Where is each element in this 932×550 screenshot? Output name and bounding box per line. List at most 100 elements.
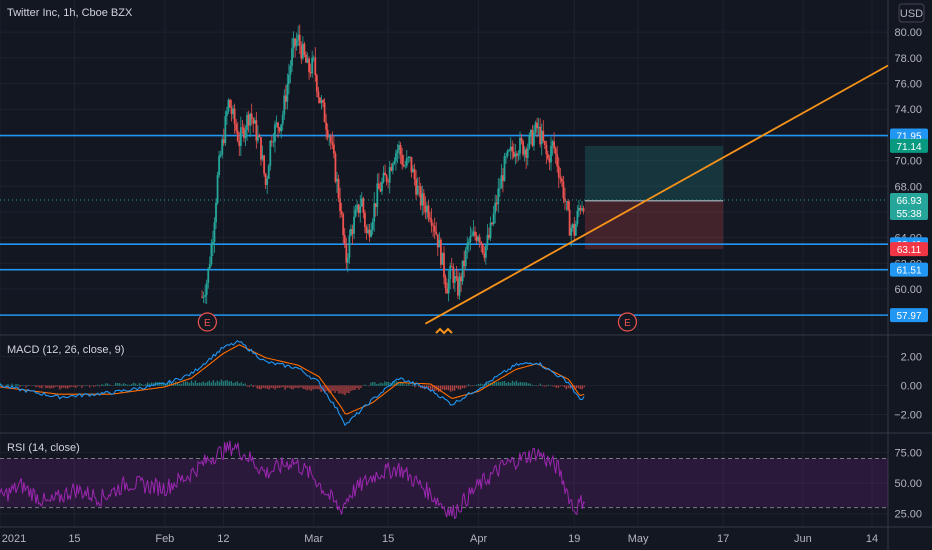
candle: [480, 240, 483, 253]
macd-line: [0, 340, 585, 427]
candle-body: [308, 58, 310, 73]
macd-histogram-bar: [260, 385, 262, 390]
candle: [533, 125, 535, 151]
candle: [542, 120, 545, 144]
candle-body: [280, 124, 283, 132]
candle: [238, 132, 241, 156]
candle: [236, 122, 239, 143]
candle-body: [471, 235, 473, 237]
candle-body: [412, 168, 414, 173]
macd-histogram-bar: [254, 385, 256, 387]
macd-histogram-bar: [218, 381, 221, 386]
macd-pane[interactable]: [0, 340, 585, 427]
candle: [212, 230, 214, 256]
macd-histogram-bar: [533, 385, 536, 386]
macd-histogram-bar: [266, 385, 268, 389]
macd-histogram-bar: [457, 385, 460, 390]
profit-zone[interactable]: [584, 145, 724, 201]
candle: [508, 148, 511, 152]
candle: [247, 110, 250, 133]
candle: [373, 192, 376, 232]
macd-histogram-bar: [150, 382, 153, 386]
long-position-tool[interactable]: [584, 145, 724, 250]
macd-histogram-bar: [262, 385, 264, 388]
macd-histogram-bar: [33, 385, 35, 386]
candle: [436, 234, 439, 256]
candle: [266, 175, 269, 195]
candle: [550, 136, 552, 171]
candle-body: [292, 38, 295, 49]
macd-histogram-bar: [447, 385, 450, 391]
rsi-line: [0, 440, 586, 520]
macd-histogram-bar: [465, 385, 468, 387]
earnings-marker[interactable]: E: [617, 312, 638, 332]
price-tick-label: 80.00: [894, 27, 922, 39]
candle: [404, 160, 407, 169]
candle-body: [270, 140, 273, 142]
candle-body: [413, 168, 416, 180]
candle: [219, 150, 222, 158]
candle-body: [539, 126, 542, 145]
macd-histogram-bar: [27, 384, 29, 386]
candle: [410, 156, 413, 178]
candle-body: [233, 108, 236, 124]
candle: [505, 152, 507, 164]
candle: [481, 243, 484, 255]
candle: [471, 228, 473, 237]
candle-body: [288, 74, 290, 85]
candle: [281, 110, 284, 131]
candle-body: [297, 34, 300, 41]
loss-zone[interactable]: [584, 200, 724, 250]
macd-histogram-bar: [118, 383, 121, 386]
candle-body: [492, 213, 495, 225]
candle: [300, 41, 303, 64]
candle-body: [511, 146, 514, 152]
rsi-pane[interactable]: [0, 440, 888, 520]
macd-histogram-bar: [493, 381, 496, 386]
time-tick-label: Mar: [304, 533, 323, 545]
macd-histogram-bar: [21, 384, 23, 386]
macd-histogram-bar: [330, 385, 332, 393]
last-price-badge-bg: [890, 193, 928, 221]
candle-body: [368, 229, 371, 237]
candle-body: [484, 245, 487, 258]
candle: [253, 117, 256, 124]
macd-histogram-bar: [424, 385, 426, 390]
candle: [255, 111, 258, 149]
candle-body: [221, 139, 224, 155]
candle-body: [224, 116, 227, 144]
macd-histogram-bar: [288, 385, 290, 388]
candle: [365, 224, 368, 240]
trendline[interactable]: [424, 64, 889, 325]
candle-body: [374, 203, 377, 208]
candle: [455, 265, 458, 281]
currency-button[interactable]: USD: [898, 3, 925, 23]
candle: [331, 131, 334, 150]
candle: [582, 205, 585, 215]
candle-body: [278, 127, 281, 132]
earnings-marker[interactable]: E: [197, 312, 217, 332]
macd-lines: [0, 340, 585, 427]
candle: [495, 195, 498, 211]
macd-histogram-bar: [252, 385, 254, 388]
time-axis[interactable]: 2021 15 Feb 12 Mar 15 Apr 19 May 17 Jun 14: [2, 533, 878, 545]
candle-body: [387, 181, 390, 183]
candle-body: [227, 99, 230, 112]
price-tick-label: 76.00: [894, 79, 922, 91]
candle-body: [362, 198, 365, 213]
macd-histogram-bar: [340, 385, 342, 394]
macd-histogram-bar: [312, 385, 314, 390]
candle-body: [502, 175, 504, 182]
dividend-marker[interactable]: [435, 327, 453, 335]
candle: [415, 170, 417, 200]
candle-body: [526, 148, 529, 158]
candle: [348, 229, 351, 264]
candle-body: [381, 181, 383, 192]
candle-body: [528, 134, 531, 149]
price-badge: 57.97: [890, 308, 928, 323]
candle: [233, 103, 236, 134]
candle: [511, 140, 514, 160]
